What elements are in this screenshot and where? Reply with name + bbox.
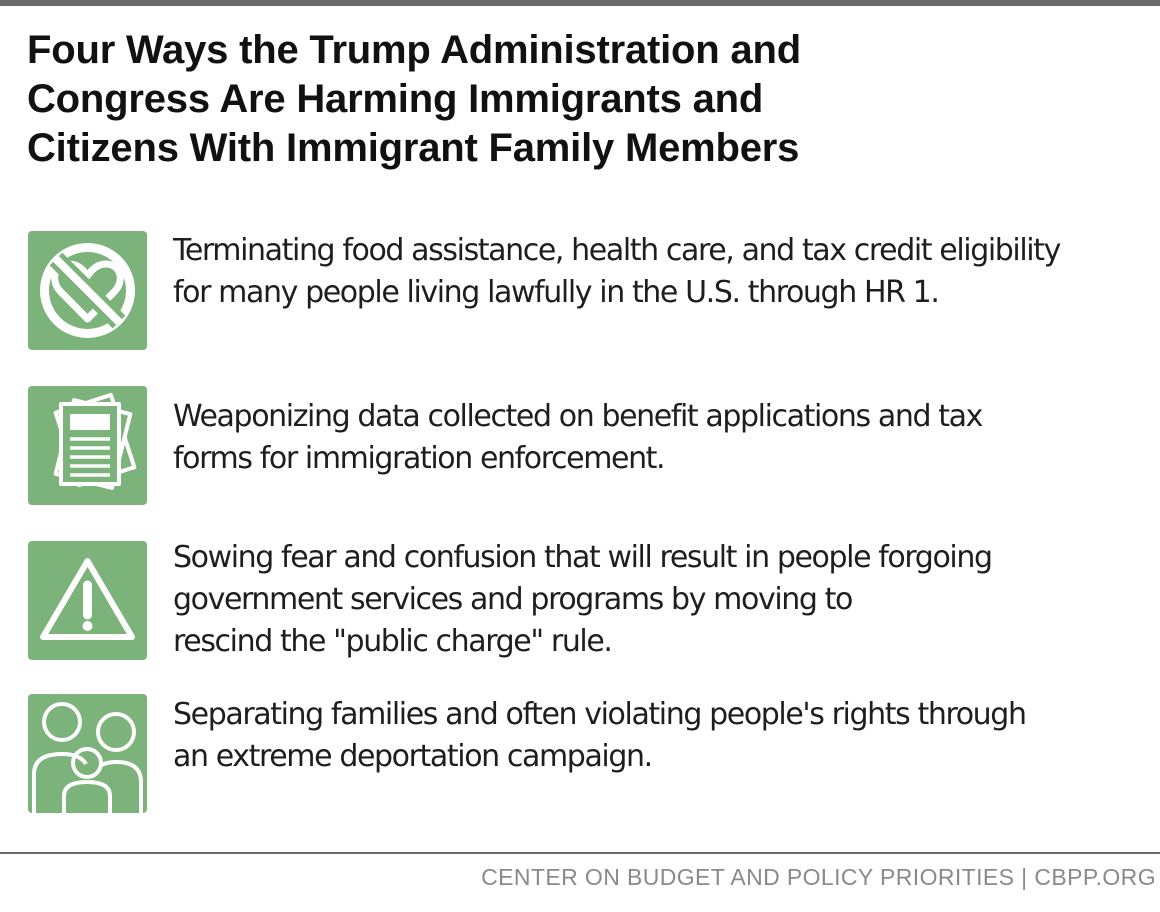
- item-text-line: for many people living lawfully in the U…: [173, 275, 940, 310]
- item-text-line: Terminating food assistance, health care…: [173, 233, 1061, 268]
- warning-icon: [28, 541, 147, 660]
- item-text-line: Sowing fear and confusion that will resu…: [173, 540, 993, 575]
- list-item-separating-families: Separating families and often violating …: [28, 694, 1148, 814]
- item-text-line: government services and programs by movi…: [173, 582, 853, 617]
- list-item-terminating-eligibility: Terminating food assistance, health care…: [28, 231, 1148, 351]
- item-text: Sowing fear and confusion that will resu…: [173, 537, 1148, 663]
- item-text-line: Weaponizing data collected on benefit ap…: [173, 399, 983, 434]
- item-text-line: rescind the "public charge" rule.: [173, 624, 613, 659]
- page-title: Four Ways the Trump Administration and C…: [27, 26, 1137, 173]
- item-text-line: Separating families and often violating …: [173, 697, 1027, 732]
- item-text: Separating families and often violating …: [173, 694, 1148, 778]
- title-line: Congress Are Harming Immigrants and: [27, 77, 764, 121]
- documents-icon: [28, 386, 147, 505]
- item-text: Terminating food assistance, health care…: [173, 230, 1148, 314]
- source-credit: CENTER ON BUDGET AND POLICY PRIORITIES |…: [481, 864, 1156, 890]
- item-text-line: an extreme deportation campaign.: [173, 739, 653, 774]
- bottom-divider: [0, 852, 1160, 854]
- title-line: Citizens With Immigrant Family Members: [27, 126, 800, 170]
- title-line: Four Ways the Trump Administration and: [27, 28, 801, 72]
- item-text-line: forms for immigration enforcement.: [173, 441, 666, 476]
- no-heart-icon: [28, 231, 147, 350]
- list-item-public-charge: Sowing fear and confusion that will resu…: [28, 540, 1148, 661]
- item-text: Weaponizing data collected on benefit ap…: [173, 396, 1148, 480]
- list-item-weaponizing-data: Weaponizing data collected on benefit ap…: [28, 386, 1148, 506]
- top-divider: [0, 0, 1160, 6]
- family-icon: [28, 694, 147, 813]
